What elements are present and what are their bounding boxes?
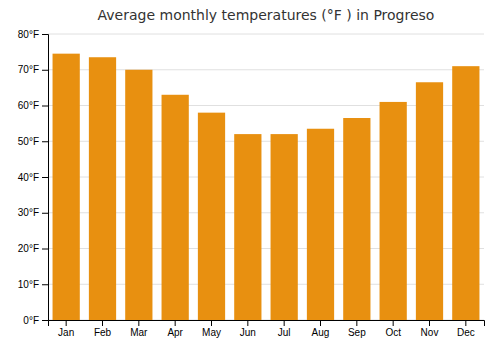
tick-label: 30°F: [18, 207, 39, 218]
tick-mark: [42, 249, 48, 250]
tick-mark: [138, 320, 139, 326]
chart: 0°F 10°F 20°F 30°F 40°F 50°F 60°F 70°F 80°F Jan Fe…: [0, 0, 500, 350]
tick-label: 0°F: [23, 315, 39, 326]
tick: Jun: [240, 320, 256, 338]
y-axis: 0°F 10°F 20°F 30°F 40°F 50°F 60°F 70°F 80°F: [18, 29, 49, 326]
tick: 10°F: [18, 279, 48, 290]
tick-label: 50°F: [18, 136, 39, 147]
tick: Aug: [312, 320, 330, 338]
tick-mark: [42, 284, 48, 285]
tick-mark: [42, 177, 48, 178]
bar: [307, 129, 334, 320]
bars: [53, 54, 480, 320]
title: Average monthly temperatures (°F ) in Pr…: [98, 7, 435, 23]
bar: [343, 118, 370, 320]
tick-mark: [320, 320, 321, 326]
tick-label: 40°F: [18, 172, 39, 183]
tick-mark: [211, 320, 212, 326]
tick-mark: [465, 320, 466, 326]
bar: [198, 113, 225, 320]
tick-mark: [42, 320, 48, 321]
bar: [416, 82, 443, 320]
tick-mark: [247, 320, 248, 326]
tick-mark: [66, 320, 67, 326]
tick-label: Sep: [348, 327, 366, 338]
bar: [53, 54, 80, 320]
tick-mark: [175, 320, 176, 326]
tick: Apr: [167, 320, 183, 338]
tick-mark: [102, 320, 103, 326]
tick-mark: [42, 106, 48, 107]
tick-label: Aug: [312, 327, 330, 338]
axis-line: [42, 35, 49, 321]
tick: Feb: [94, 320, 112, 338]
tick-label: 60°F: [18, 100, 39, 111]
bar: [162, 95, 189, 320]
tick-label: 70°F: [18, 64, 39, 75]
tick-label: May: [202, 327, 221, 338]
bar: [89, 57, 116, 320]
tick-label: Oct: [385, 327, 401, 338]
tick: 30°F: [18, 207, 48, 218]
tick-label: Feb: [94, 327, 112, 338]
tick: Jan: [58, 320, 74, 338]
tick-mark: [42, 141, 48, 142]
tick-mark: [42, 34, 48, 35]
tick-mark: [284, 320, 285, 326]
bar: [125, 70, 152, 320]
tick: 70°F: [18, 64, 48, 75]
tick: Nov: [421, 320, 439, 338]
plot: 0°F 10°F 20°F 30°F 40°F 50°F 60°F 70°F 80°F Jan Fe…: [18, 29, 485, 338]
tick-label: 10°F: [18, 279, 39, 290]
tick-label: Jul: [278, 327, 291, 338]
bar: [271, 134, 298, 320]
tick-mark: [42, 213, 48, 214]
tick-label: Jan: [58, 327, 74, 338]
tick: Dec: [457, 320, 475, 338]
tick: 20°F: [18, 243, 48, 254]
grid: [48, 34, 484, 320]
tick: 80°F: [18, 29, 48, 40]
bar: [452, 66, 479, 320]
tick: Oct: [385, 320, 401, 338]
tick-label: 20°F: [18, 243, 39, 254]
tick: Mar: [130, 320, 148, 338]
axis-line: [49, 321, 485, 327]
tick: May: [202, 320, 221, 338]
tick: Sep: [348, 320, 366, 338]
tick: 40°F: [18, 172, 48, 183]
tick-label: Dec: [457, 327, 475, 338]
tick-label: Nov: [421, 327, 439, 338]
tick: 0°F: [23, 315, 48, 326]
tick-label: 80°F: [18, 29, 39, 40]
tick: 60°F: [18, 100, 48, 111]
tick-mark: [42, 70, 48, 71]
tick-mark: [393, 320, 394, 326]
tick-label: Mar: [130, 327, 148, 338]
grid-line: [48, 34, 484, 35]
bar: [234, 134, 261, 320]
tick: Jul: [278, 320, 291, 338]
tick-label: Apr: [167, 327, 183, 338]
bar: [380, 102, 407, 320]
tick: 50°F: [18, 136, 48, 147]
tick-mark: [356, 320, 357, 326]
x-axis: Jan Feb Mar Apr May Jun Jul Aug Sep Oct Nov Dec: [49, 320, 485, 338]
tick-label: Jun: [240, 327, 256, 338]
tick-mark: [429, 320, 430, 326]
